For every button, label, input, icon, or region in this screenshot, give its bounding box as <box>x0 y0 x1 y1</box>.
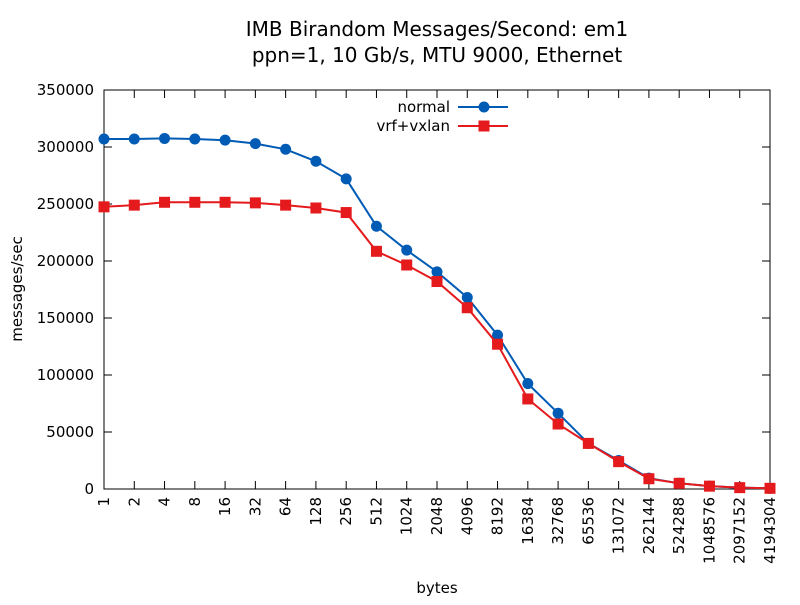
x-tick-label: 2048 <box>428 497 446 535</box>
x-tick-label: 1 <box>95 497 113 507</box>
y-tick-label: 200000 <box>37 252 94 270</box>
legend-label: vrf+vxlan <box>376 117 450 135</box>
y-tick-label: 300000 <box>37 138 94 156</box>
x-tick-label: 2097152 <box>731 497 749 564</box>
data-point <box>522 378 534 390</box>
x-tick-label: 32 <box>246 497 264 516</box>
data-point <box>128 199 140 211</box>
x-tick-label: 8 <box>186 497 204 507</box>
data-point <box>310 155 322 167</box>
chart-title-line-1: IMB Birandom Messages/Second: em1 <box>246 17 628 41</box>
data-point <box>461 302 473 314</box>
y-tick-label: 0 <box>84 480 94 498</box>
plot-area: 0 50000 100000 150000 200000 250000 300000 3500… <box>37 81 779 564</box>
data-point <box>703 480 715 492</box>
x-tick-label: 128 <box>307 497 325 526</box>
x-tick-label: 64 <box>277 497 295 516</box>
data-point <box>370 220 382 232</box>
x-tick-label: 131072 <box>610 497 628 554</box>
data-point <box>431 276 443 288</box>
y-tick-label: 350000 <box>37 81 94 99</box>
data-point <box>98 133 110 145</box>
x-tick-label: 16384 <box>519 497 537 545</box>
data-point <box>673 477 685 489</box>
data-point <box>159 132 171 144</box>
data-point <box>128 133 140 145</box>
data-point <box>98 201 110 213</box>
y-tick-label: 100000 <box>37 366 94 384</box>
x-tick-label: 2 <box>125 497 143 507</box>
legend-marker <box>478 120 490 132</box>
data-point <box>461 291 473 303</box>
data-point <box>249 197 261 209</box>
data-point <box>280 143 292 155</box>
series-line-normal <box>104 137 771 490</box>
legend-marker <box>478 101 490 113</box>
data-point <box>219 196 231 208</box>
data-point <box>764 482 776 494</box>
data-point <box>522 393 534 405</box>
x-tick-label: 4096 <box>458 497 476 535</box>
data-point <box>643 473 655 485</box>
x-tick-label: 16 <box>216 497 234 516</box>
data-point <box>734 482 746 494</box>
plot-frame <box>103 89 771 490</box>
x-tick-label: 512 <box>367 497 385 526</box>
data-point <box>492 338 504 350</box>
x-tick-label: 4194304 <box>761 497 779 564</box>
y-tick-label: 150000 <box>37 309 94 327</box>
x-tick-label: 32768 <box>549 497 567 545</box>
x-tick-label: 4 <box>156 497 174 507</box>
data-point <box>431 266 443 278</box>
data-point <box>340 173 352 185</box>
data-point <box>280 199 292 211</box>
data-point <box>401 244 413 256</box>
data-point <box>159 196 171 208</box>
x-axis-label: bytes <box>416 579 458 597</box>
data-point <box>340 207 352 219</box>
data-point <box>613 456 625 468</box>
x-tick-label: 1048576 <box>700 497 718 564</box>
series-line-vrf+vxlan <box>103 201 771 490</box>
x-tick-label: 524288 <box>670 497 688 554</box>
data-point <box>552 407 564 419</box>
data-point <box>189 133 201 145</box>
y-tick-label: 250000 <box>37 195 94 213</box>
data-point <box>552 418 564 430</box>
x-tick-label: 1024 <box>398 497 416 535</box>
data-point <box>219 134 231 146</box>
data-point <box>310 202 322 214</box>
x-tick-label: 262144 <box>640 497 658 554</box>
x-tick-label: 256 <box>337 497 355 526</box>
chart-title-line-2: ppn=1, 10 Gb/s, MTU 9000, Ethernet <box>252 43 623 67</box>
x-tick-label: 8192 <box>489 497 507 535</box>
legend-label: normal <box>397 98 450 116</box>
x-tick-label: 65536 <box>579 497 597 545</box>
data-point <box>492 329 504 341</box>
y-tick-label: 50000 <box>46 423 94 441</box>
data-point <box>189 196 201 208</box>
data-point <box>249 138 261 150</box>
y-axis-label: messages/sec <box>8 236 26 342</box>
data-point <box>582 437 594 449</box>
data-point <box>370 245 382 257</box>
data-point <box>401 259 413 271</box>
